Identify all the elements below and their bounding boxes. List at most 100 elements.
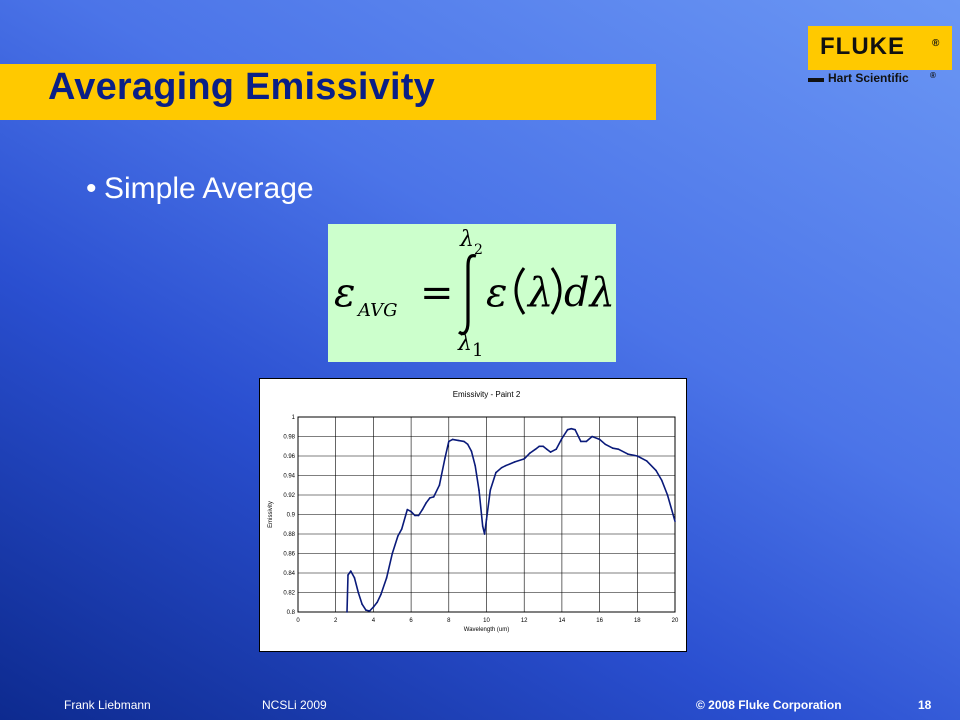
data-point bbox=[432, 496, 435, 498]
y-tick-label: 1 bbox=[292, 415, 296, 421]
formula-upper-index: 2 bbox=[474, 242, 483, 258]
data-point bbox=[448, 440, 450, 443]
x-tick-label: 2 bbox=[334, 618, 338, 624]
fluke-logo bbox=[808, 26, 952, 70]
data-point bbox=[425, 502, 427, 504]
data-point bbox=[574, 428, 576, 431]
data-point bbox=[368, 610, 371, 612]
footer-event: NCSLi 2009 bbox=[262, 698, 327, 712]
x-tick-label: 12 bbox=[521, 618, 528, 624]
data-point bbox=[417, 514, 420, 517]
data-point bbox=[466, 443, 469, 446]
integral-sign bbox=[458, 254, 477, 336]
logo-sub-registered-mark: ® bbox=[930, 71, 936, 80]
data-point bbox=[347, 574, 349, 576]
logo-sub-brand: Hart Scientific bbox=[828, 71, 909, 85]
x-tick-label: 14 bbox=[559, 618, 566, 624]
x-tick-label: 8 bbox=[447, 618, 451, 624]
formula-equals: = bbox=[420, 270, 454, 316]
data-point bbox=[500, 466, 503, 469]
formula-integrand-symbol: ε bbox=[486, 270, 507, 316]
chart-svg: 0 2 4 6 8 10 12 14 16 18 20 0.8 0.82 0.84 0.86 0.88 0.9 0… bbox=[268, 390, 679, 633]
y-tick-label: 0.84 bbox=[283, 571, 295, 577]
data-point bbox=[429, 497, 431, 499]
data-point bbox=[406, 508, 409, 511]
data-point bbox=[410, 510, 412, 513]
footer-copyright: © 2008 Fluke Corporation bbox=[696, 698, 842, 712]
data-point bbox=[591, 435, 593, 438]
y-tick-label: 0.86 bbox=[283, 552, 295, 558]
data-point bbox=[666, 494, 669, 496]
data-point bbox=[463, 440, 465, 443]
data-point bbox=[470, 450, 473, 452]
y-tick-label: 0.82 bbox=[283, 591, 295, 597]
data-point bbox=[674, 520, 676, 523]
formula-lhs-symbol: ε bbox=[334, 270, 355, 316]
data-point bbox=[414, 514, 416, 517]
formula-lower-limit: λ bbox=[457, 331, 472, 356]
y-tick-label: 0.98 bbox=[283, 435, 295, 441]
data-point bbox=[397, 535, 399, 537]
data-point bbox=[353, 577, 356, 579]
data-point bbox=[529, 452, 531, 454]
data-point bbox=[376, 601, 378, 604]
data-point bbox=[555, 448, 557, 450]
data-point bbox=[566, 428, 569, 431]
data-point bbox=[421, 508, 424, 511]
data-point bbox=[438, 484, 441, 486]
slide-title: Averaging Emissivity bbox=[48, 66, 435, 108]
data-point bbox=[365, 609, 367, 611]
data-point bbox=[627, 453, 629, 455]
data-point bbox=[481, 525, 484, 527]
data-point bbox=[612, 447, 614, 449]
data-point bbox=[474, 465, 476, 467]
data-point bbox=[485, 518, 488, 521]
data-point bbox=[478, 489, 480, 491]
data-point bbox=[489, 489, 492, 491]
emissivity-chart: 0 2 4 6 8 10 12 14 16 18 20 0.8 0.82 0.84 0.86 0.88 0.9 0… bbox=[259, 378, 687, 652]
formula-lower-index: 1 bbox=[472, 340, 483, 361]
data-point bbox=[655, 469, 657, 472]
data-point bbox=[346, 611, 348, 613]
data-point bbox=[457, 439, 459, 442]
data-point bbox=[604, 443, 607, 446]
data-point bbox=[549, 451, 552, 453]
footer-page-number: 18 bbox=[918, 698, 932, 712]
formula-right-paren bbox=[550, 267, 562, 315]
data-point bbox=[645, 460, 648, 462]
formula-box: ε AVG = λ 2 λ 1 ε λ dλ bbox=[328, 224, 616, 362]
data-point bbox=[391, 552, 394, 555]
y-tick-label: 0.92 bbox=[283, 493, 295, 499]
data-point bbox=[585, 440, 588, 443]
data-point bbox=[514, 461, 516, 463]
x-tick-label: 18 bbox=[634, 618, 641, 624]
x-axis-label: Wavelength (um) bbox=[464, 627, 509, 633]
data-point bbox=[357, 591, 360, 594]
data-point bbox=[598, 438, 601, 441]
chart-plot-area bbox=[346, 427, 676, 613]
x-tick-label: 4 bbox=[372, 618, 376, 624]
data-point bbox=[523, 458, 525, 460]
x-tick-label: 6 bbox=[409, 618, 413, 624]
x-tick-label: 16 bbox=[596, 618, 603, 624]
data-point bbox=[570, 427, 573, 430]
data-point bbox=[361, 603, 363, 605]
data-point bbox=[385, 577, 388, 579]
data-point bbox=[504, 465, 507, 467]
data-point bbox=[451, 438, 454, 441]
logo-brand-text: FLUKE bbox=[820, 33, 905, 60]
data-point bbox=[546, 448, 548, 450]
logo-dash-mark bbox=[808, 78, 824, 82]
x-tick-label: 20 bbox=[672, 618, 679, 624]
y-tick-label: 0.88 bbox=[283, 532, 295, 538]
chart-title: Emissivity - Paint 2 bbox=[453, 390, 521, 399]
data-point bbox=[483, 533, 486, 535]
data-point bbox=[561, 437, 563, 440]
data-point bbox=[380, 593, 382, 596]
footer-author: Frank Liebmann bbox=[64, 698, 151, 712]
formula-lhs-subscript: AVG bbox=[356, 300, 397, 321]
y-axis-label: Emissivity bbox=[268, 501, 274, 528]
chart-text-layer: 0 2 4 6 8 10 12 14 16 18 20 0.8 0.82 0.84 0.86 0.88 0.9 0… bbox=[268, 390, 679, 633]
formula-upper-limit: λ bbox=[459, 227, 474, 252]
y-tick-label: 0.96 bbox=[283, 454, 295, 460]
